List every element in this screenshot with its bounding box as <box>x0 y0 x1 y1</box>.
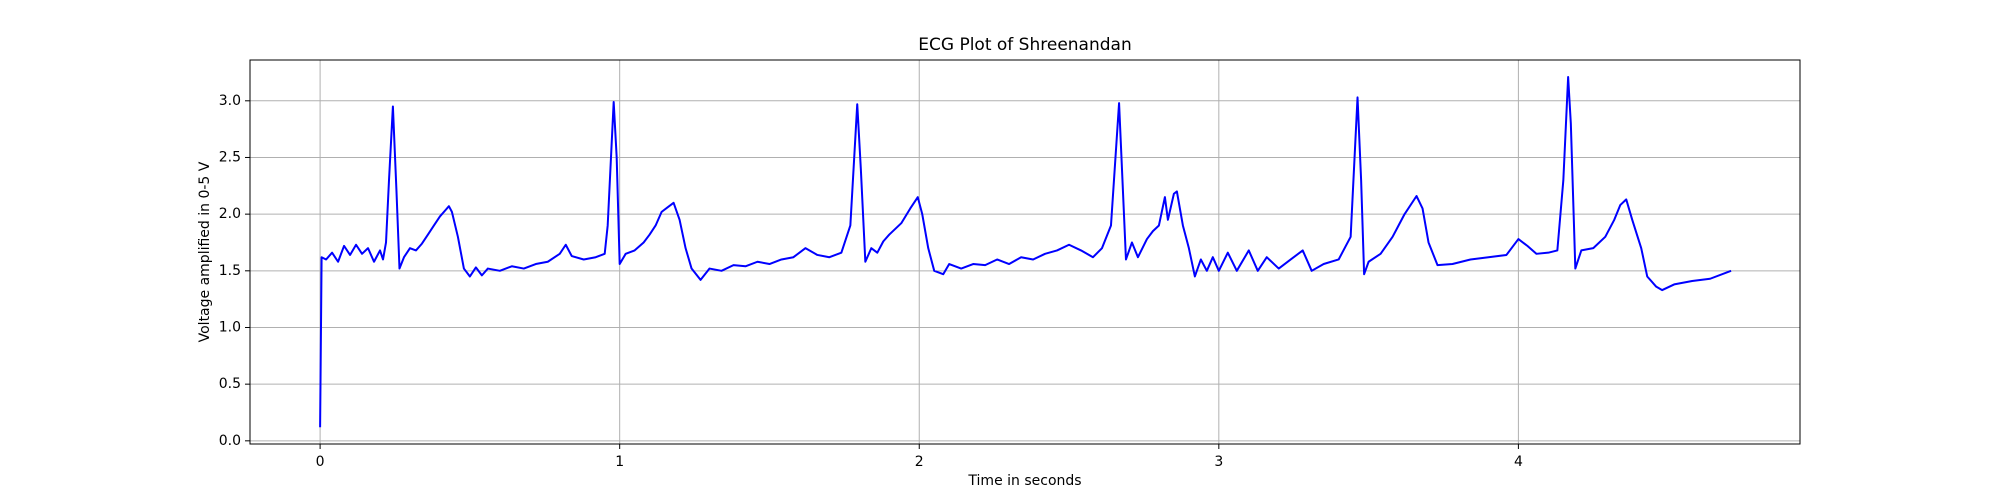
y-tick-label: 0.0 <box>219 433 241 449</box>
chart-title: ECG Plot of Shreenandan <box>918 35 1131 55</box>
y-tick-label: 1.0 <box>219 319 241 335</box>
y-tick-label: 0.5 <box>219 376 241 392</box>
y-tick-label: 2.5 <box>219 149 241 165</box>
x-tick-label: 2 <box>915 454 924 470</box>
y-tick-label: 1.5 <box>219 263 241 279</box>
x-axis-label: Time in seconds <box>967 473 1081 489</box>
x-tick-label: 0 <box>316 454 325 470</box>
y-axis-label: Voltage amplified in 0-5 V <box>197 161 213 342</box>
plot-frame <box>249 59 1801 445</box>
x-tick-label: 1 <box>615 454 624 470</box>
x-tick-label: 3 <box>1214 454 1223 470</box>
y-tick-label: 2.0 <box>219 206 241 222</box>
y-tick-label: 3.0 <box>219 93 241 109</box>
x-tick-label: 4 <box>1514 454 1523 470</box>
ecg-line <box>319 76 1732 428</box>
